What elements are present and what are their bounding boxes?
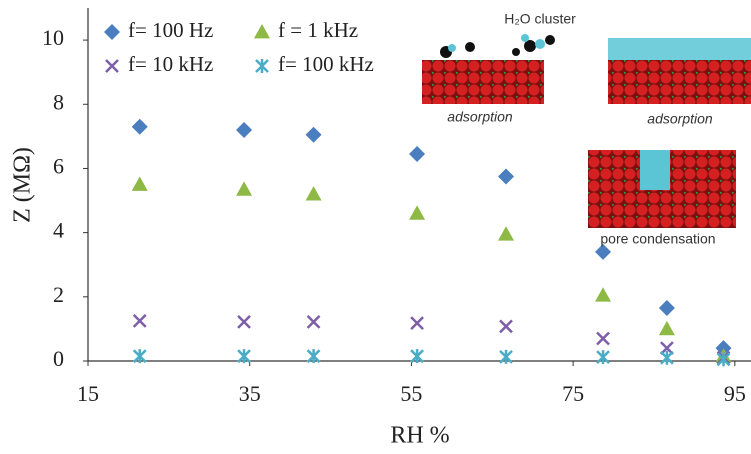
marker [498,168,514,184]
triangle [236,181,252,195]
triangle [595,287,611,301]
legend-label: f= 10 kHz [128,52,213,76]
asterisk [597,350,609,364]
diamond [659,300,675,316]
marker [595,287,611,301]
triangle [659,321,675,335]
triangle [254,24,270,38]
marker [236,122,252,138]
triangle [409,205,425,219]
diamond [409,146,425,162]
triangle [306,186,322,200]
legend-marker [106,60,118,72]
marker [597,333,609,345]
marker [498,226,514,240]
marker [132,177,148,191]
diamond [306,127,322,143]
x-tick-label: 75 [562,381,584,406]
y-tick-label: 8 [53,89,64,114]
legend-marker [254,24,270,38]
legend-label: f = 1 kHz [278,18,358,42]
diamond [236,122,252,138]
y-tick-label: 0 [53,346,64,371]
marker [659,300,675,316]
surface-image [608,60,751,104]
marker [409,205,425,219]
x-tick-label: 55 [400,381,422,406]
marker [411,317,423,329]
marker [409,146,425,162]
legend-marker [104,24,120,40]
pore-water [640,150,670,190]
asterisk [411,349,423,363]
y-tick-label: 4 [53,218,64,243]
asterisk [238,349,250,363]
y-tick-label: 10 [42,25,64,50]
annotation: pore condensation [600,231,715,247]
chart: RH % Z (MΩ) 0 2 4 6 8 10 15 35 55 75 95 f= 100 Hz f … [0,0,751,454]
x [308,316,320,328]
x [238,316,250,328]
marker [238,316,250,328]
x-tick-label: 35 [239,381,261,406]
y-axis-label: Z (MΩ) [10,147,36,223]
x [106,60,118,72]
marker [236,181,252,195]
marker [661,351,673,365]
marker [306,186,322,200]
y-tick-label: 6 [53,154,64,179]
diamond [104,24,120,40]
marker [306,127,322,143]
x [500,320,512,332]
triangle [132,177,148,191]
marker [659,321,675,335]
annotation: adsorption [647,111,713,127]
marker [500,320,512,332]
y-tick-label: 2 [53,282,64,307]
x-axis-label: RH % [390,423,449,449]
asterisk [661,351,673,365]
asterisk [256,59,268,73]
x-tick-label: 15 [77,381,99,406]
marker [238,349,250,363]
water-layer [608,38,751,60]
x [134,315,146,327]
marker [500,350,512,364]
triangle [498,226,514,240]
x [411,317,423,329]
marker [132,119,148,135]
marker [411,349,423,363]
diamond [132,119,148,135]
marker [134,315,146,327]
marker [308,349,320,363]
asterisk [134,349,146,363]
asterisk [500,350,512,364]
x-tick-label: 95 [724,381,746,406]
x [597,333,609,345]
marker [134,349,146,363]
inset-images [422,34,751,228]
marker [597,350,609,364]
legend-marker [256,59,268,73]
asterisk [308,349,320,363]
surface-image [422,60,544,104]
annotation: H₂O cluster [504,11,576,27]
legend-label: f= 100 Hz [128,18,213,42]
diamond [498,168,514,184]
annotation: adsorption [447,109,513,125]
marker [308,316,320,328]
legend-label: f= 100 kHz [278,52,374,76]
